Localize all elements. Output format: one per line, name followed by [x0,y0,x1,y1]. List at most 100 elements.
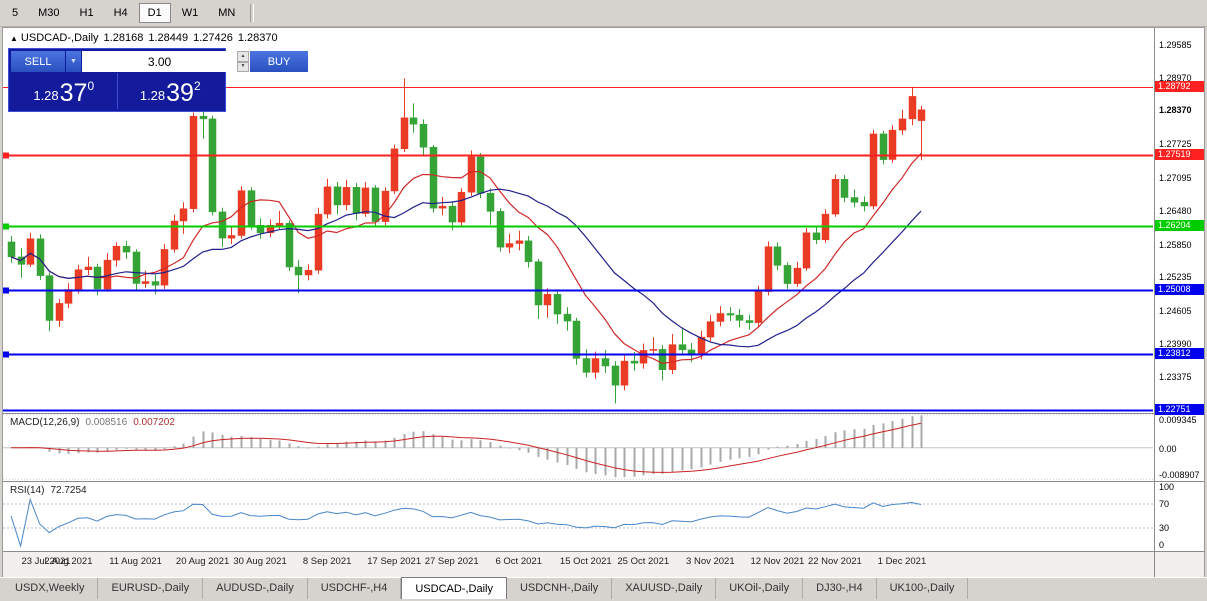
candle [371,185,380,227]
timeframe-button-H1[interactable]: H1 [79,7,94,19]
date-label: 2 Aug 2021 [44,556,93,567]
line-handle[interactable] [3,223,9,230]
candle [361,182,370,217]
macd-signal-value: 0.007202 [133,417,175,428]
toolbar-separator [250,4,255,22]
macd-indicator-label: MACD(12,26,9) 0.008516 0.007202 [10,417,181,428]
low-value: 1.27426 [193,32,233,44]
chart-tab-usdchf-h4[interactable]: USDCHF-,H4 [308,578,402,599]
chevron-down-icon: ▼ [70,58,77,65]
buy-price-display[interactable]: 1.28 39 2 [118,73,224,109]
candle [294,260,303,294]
candle [438,197,447,216]
candle [850,189,859,208]
sell-price-display[interactable]: 1.28 37 0 [11,73,117,109]
line-handle[interactable] [3,351,9,358]
price-tick-label: 1.28970 [1159,73,1192,83]
rsi-name: RSI(14) [10,485,45,496]
rsi-axis-label: 100 [1159,482,1175,492]
candle [352,183,361,221]
timeframe-button-D1[interactable]: D1 [138,3,171,23]
lot-size-input[interactable] [82,51,237,72]
candle [860,196,869,212]
candle [457,188,466,227]
date-label: 23 Jul 2021 [21,556,71,567]
candle [735,308,744,328]
price-line-badge: 1.26204 [1155,220,1204,231]
candle [323,178,332,219]
collapse-chart-icon[interactable]: ▲ [10,34,18,43]
date-label: 8 Sep 2021 [302,556,352,567]
time-axis-splitter [3,551,1204,552]
spinner-up-icon[interactable]: ▲ [237,51,249,62]
candle [802,228,811,271]
candle [658,345,667,381]
timeframe-button-H4[interactable]: H4 [113,7,128,19]
candle [132,249,141,290]
rsi-indicator-label: RSI(14) 72.7254 [10,485,93,496]
candle [160,244,169,289]
sell-price-big: 37 [59,79,88,107]
date-label: 6 Oct 2021 [495,556,542,567]
candle [45,272,54,332]
chart-tab-xauusd-daily[interactable]: XAUUSD-,Daily [612,578,717,599]
buy-price-sup: 2 [193,79,201,93]
price-tick-label: 1.25850 [1159,240,1192,250]
spinner-down-icon[interactable]: ▼ [237,61,249,72]
chart-tab-usdcnh-daily[interactable]: USDCNH-,Daily [507,578,613,599]
line-handle[interactable] [3,287,9,294]
candle [783,262,792,289]
chart-tab-ukoil-daily[interactable]: UKOil-,Daily [716,578,804,599]
chart-tab-audusd-daily[interactable]: AUDUSD-,Daily [203,578,308,599]
chart-tab-uk100-daily[interactable]: UK100-,Daily [877,578,969,599]
candle [773,242,782,271]
candle [476,153,485,198]
candle [390,144,399,195]
candle [726,307,735,321]
chart-tab-eurusd-daily[interactable]: EURUSD-,Daily [98,578,204,599]
price-tick-label: 1.23990 [1159,339,1192,349]
candle [601,349,610,373]
candle [812,226,821,244]
price-tick-label: 1.29585 [1159,40,1192,50]
candle [917,105,926,161]
candle [563,307,572,331]
close-value: 1.28370 [237,32,278,44]
candle [419,119,428,156]
rsi-line [10,497,922,548]
timeframe-button-M30[interactable]: M30 [38,7,60,19]
chart-tab-usdx-weekly[interactable]: USDX,Weekly [2,578,99,599]
candle [831,174,840,217]
candle [888,125,897,163]
line-handle[interactable] [3,152,9,159]
macd-pane-splitter[interactable] [3,413,1204,414]
candle [64,283,73,309]
buy-button[interactable]: BUY [250,51,308,72]
chart-tab-usdcad-daily[interactable]: USDCAD-,Daily [401,577,507,599]
macd-histogram [10,415,923,478]
timeframe-button-W1[interactable]: W1 [181,7,199,19]
rsi-pane-splitter[interactable] [3,481,1204,482]
candle [572,317,581,365]
candle [754,285,763,327]
lot-spinner: ▲ ▼ [237,51,249,72]
chart-symbol-label: USDCAD-,Daily [20,32,99,44]
lot-dropdown-button[interactable]: ▼ [66,51,81,72]
rsi-pane-canvas[interactable] [3,482,1153,550]
date-label: 20 Aug 2021 [175,556,230,567]
candle [208,115,217,216]
macd-pane-canvas[interactable] [3,414,1153,480]
date-label: 15 Oct 2021 [559,556,612,567]
price-tick-label: 1.23375 [1159,372,1192,382]
candle [898,109,907,135]
rsi-value: 72.7254 [50,485,87,496]
candle [649,337,658,356]
timeframe-button-MN[interactable]: MN [218,7,236,19]
sell-button[interactable]: SELL [11,51,65,72]
price-chart-canvas[interactable] [3,28,1153,413]
chart-tab-dj30-h4[interactable]: DJ30-,H4 [803,578,877,599]
timeframe-button-5[interactable]: 5 [12,7,19,19]
candle [505,233,514,254]
candle [534,259,543,319]
chart-window[interactable]: 23 Jul 2021 2 Aug 2021 11 Aug 2021 20 Aug 2… [2,27,1205,579]
